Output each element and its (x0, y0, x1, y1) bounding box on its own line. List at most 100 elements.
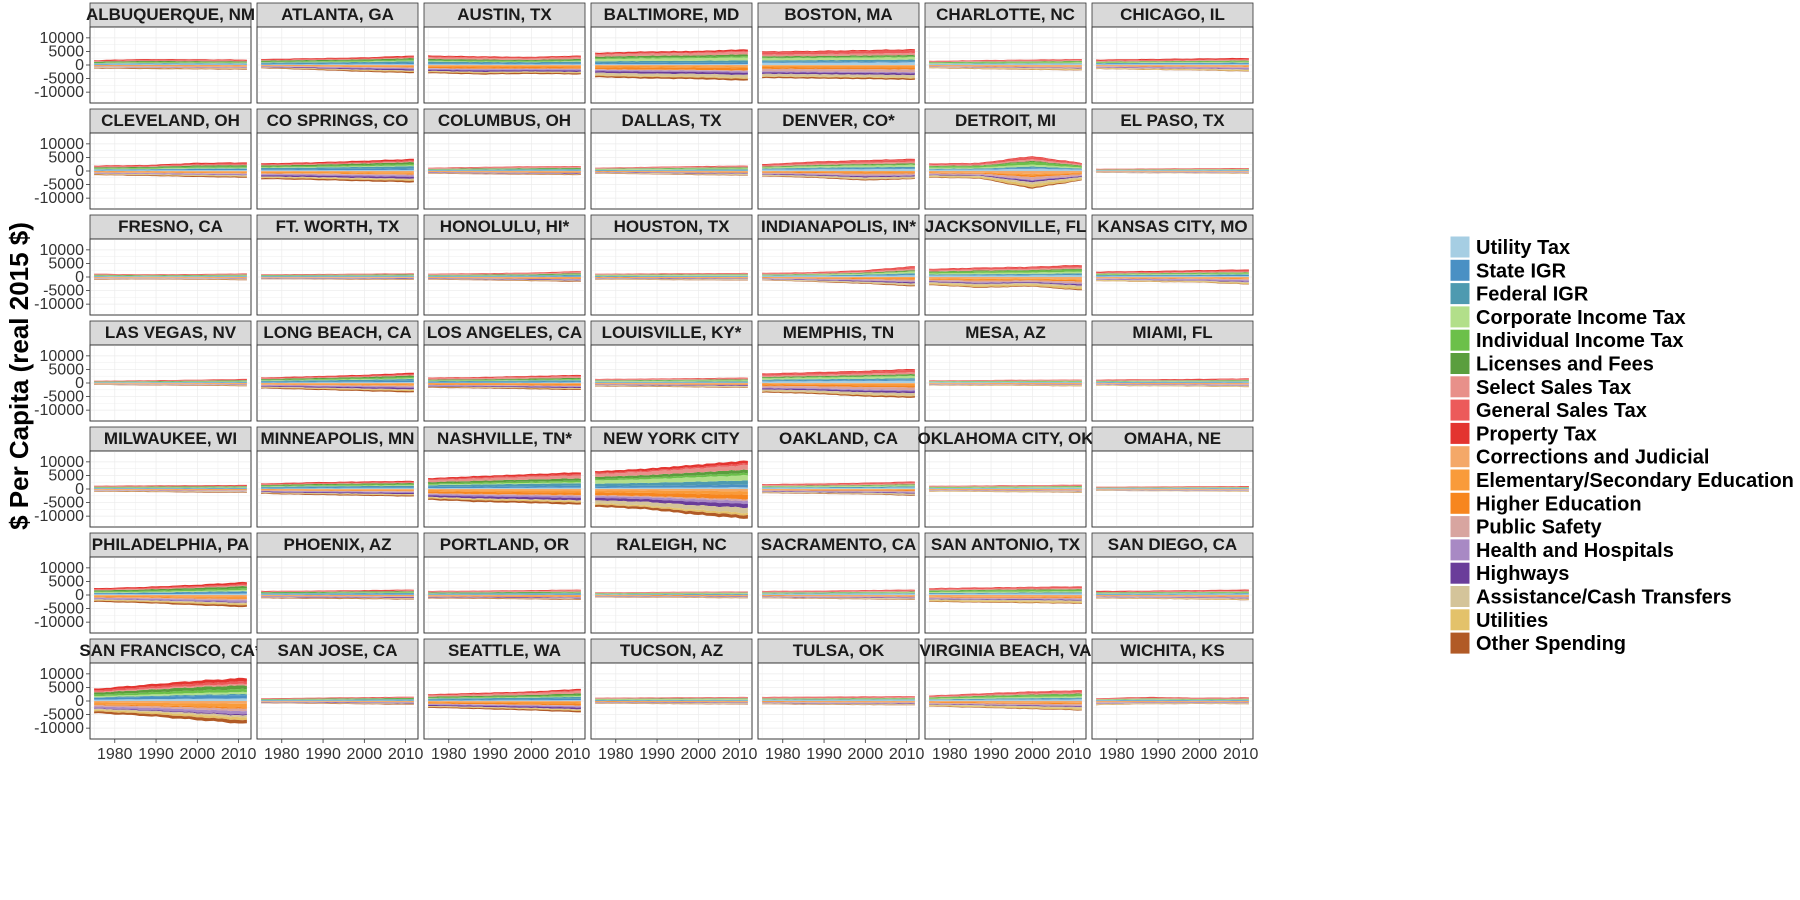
area-elementary-secondary-education (428, 383, 581, 385)
legend-label: Public Safety (1476, 517, 1602, 539)
area-assistance-cash-transfers (1096, 597, 1249, 600)
area-higher-education (762, 384, 915, 388)
area-individual-income-tax (595, 56, 748, 60)
area-other-spending (94, 491, 247, 493)
area-property-tax (94, 59, 247, 61)
area-federal-igr (929, 63, 1082, 65)
area-utilities (929, 600, 1082, 604)
area-general-sales-tax (595, 591, 748, 593)
area-assistance-cash-transfers (94, 67, 247, 69)
y-tick-label: 5000 (48, 361, 84, 378)
area-property-tax (428, 472, 581, 480)
area-select-sales-tax (261, 57, 414, 61)
area-select-sales-tax (261, 590, 414, 593)
y-tick-label: 0 (75, 375, 84, 392)
area-individual-income-tax (94, 688, 247, 697)
gridlines (1092, 345, 1253, 421)
area-federal-igr (595, 381, 748, 383)
area-corrections-and-judicial (762, 171, 915, 172)
area-utility-tax (929, 593, 1082, 595)
area-assistance-cash-transfers (94, 599, 247, 604)
legend-label: Other Spending (1476, 633, 1626, 655)
facet-panel: FT. WORTH, TX (256, 214, 419, 316)
legend-label: Corporate Income Tax (1476, 307, 1686, 329)
area-property-tax (595, 696, 748, 699)
area-utilities (94, 67, 247, 69)
area-public-safety (428, 703, 581, 707)
panel-border (757, 26, 920, 104)
area-public-safety (428, 172, 581, 173)
area-utility-tax (929, 699, 1082, 701)
area-individual-income-tax (261, 163, 414, 168)
area-corporate-income-tax (929, 591, 1082, 593)
area-state-igr (762, 168, 915, 170)
area-licenses-and-fees (94, 685, 247, 695)
facet-title: MINNEAPOLIS, MN (261, 429, 415, 448)
area-utility-tax (1096, 382, 1249, 383)
area-licenses-and-fees (1096, 272, 1249, 274)
legend-swatch (1449, 608, 1471, 632)
area-property-tax (762, 589, 915, 592)
area-state-igr (762, 61, 915, 63)
area-select-sales-tax (595, 378, 748, 381)
area-assistance-cash-transfers (94, 708, 247, 718)
area-federal-igr (261, 592, 414, 595)
legend-swatch (1449, 538, 1471, 562)
area-corrections-and-judicial (428, 595, 581, 596)
area-federal-igr (428, 274, 581, 277)
area-other-spending (94, 384, 247, 387)
facet-panel: DALLAS, TX (590, 108, 753, 210)
facet-panel: PORTLAND, OR (423, 532, 586, 634)
area-public-safety (261, 66, 414, 69)
area-corrections-and-judicial (428, 489, 581, 491)
area-highways (595, 278, 748, 280)
x-tick-label: 1980 (932, 746, 968, 763)
area-general-sales-tax (762, 267, 915, 274)
facet-strip (924, 108, 1087, 134)
area-other-spending (595, 75, 748, 81)
area-individual-income-tax (94, 275, 247, 276)
area-federal-igr (929, 487, 1082, 489)
area-property-tax (94, 273, 247, 275)
area-highways (929, 704, 1082, 708)
area-corporate-income-tax (929, 62, 1082, 64)
area-other-spending (762, 76, 915, 80)
area-general-sales-tax (261, 160, 414, 165)
area-general-sales-tax (1096, 486, 1249, 488)
area-corporate-income-tax (1096, 273, 1249, 276)
panel-border (757, 344, 920, 422)
area-public-safety (94, 489, 247, 491)
area-select-sales-tax (1096, 271, 1249, 274)
area-individual-income-tax (428, 694, 581, 699)
area-health-and-hospitals (762, 71, 915, 74)
facet-title: HOUSTON, TX (614, 217, 731, 236)
area-federal-igr (261, 61, 414, 64)
area-select-sales-tax (94, 164, 247, 168)
x-tick-label: 1990 (305, 746, 341, 763)
area-licenses-and-fees (929, 268, 1082, 273)
area-public-safety (261, 277, 414, 279)
area-health-and-hospitals (261, 385, 414, 388)
area-licenses-and-fees (762, 270, 915, 275)
x-tick-label: 1980 (598, 746, 634, 763)
area-assistance-cash-transfers (595, 385, 748, 387)
area-licenses-and-fees (261, 58, 414, 62)
area-health-and-hospitals (261, 596, 414, 598)
area-utilities (94, 491, 247, 493)
area-other-spending (94, 279, 247, 281)
area-licenses-and-fees (428, 167, 581, 170)
facet-strip (423, 108, 586, 134)
facet-panel: LOUISVILLE, KY* (590, 320, 753, 422)
area-property-tax (929, 59, 1082, 62)
area-state-igr (428, 170, 581, 171)
area-licenses-and-fees (428, 377, 581, 381)
area-elementary-secondary-education (428, 701, 581, 704)
facet-strip (924, 214, 1087, 240)
facet-strip (423, 638, 586, 664)
area-corporate-income-tax (595, 57, 748, 62)
facet-title: SAN DIEGO, CA (1108, 535, 1237, 554)
area-corporate-income-tax (762, 485, 915, 488)
legend-label: Utility Tax (1476, 237, 1570, 259)
area-highways (94, 67, 247, 68)
